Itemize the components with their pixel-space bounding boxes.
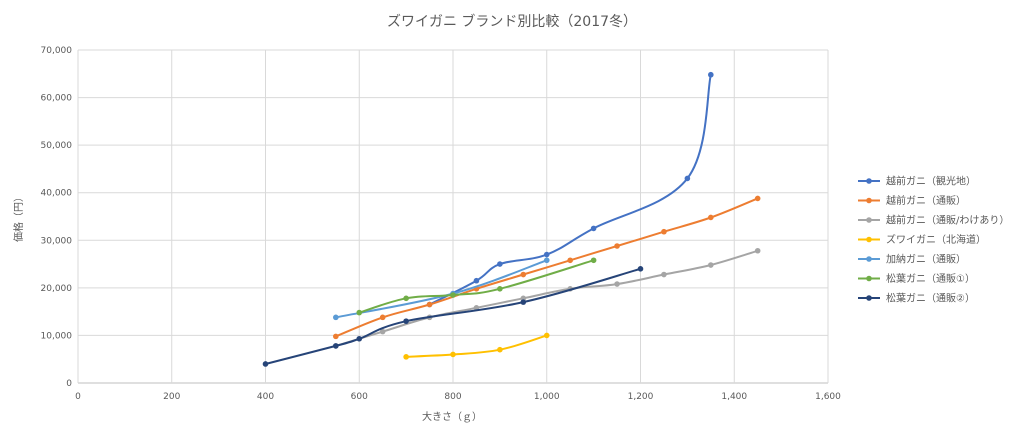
x-tick-label: 600 (351, 392, 368, 402)
series-1 (426, 71, 714, 308)
legend-label: 越前ガニ（通販/わけあり） (886, 214, 1009, 227)
series-line (334, 249, 759, 347)
x-axis-title: 大きさ（ｇ） (422, 410, 482, 423)
data-point (356, 335, 363, 342)
y-tick-label: 50,000 (41, 141, 73, 151)
data-point (708, 214, 714, 221)
legend-label: 松葉ガニ（通販②） (886, 292, 975, 305)
legend-item: 越前ガニ（通販） (858, 194, 966, 207)
legend-marker (866, 295, 872, 301)
series-7 (262, 266, 644, 367)
data-point (333, 343, 339, 349)
x-tick-label: 200 (163, 392, 180, 402)
data-point (379, 328, 386, 335)
legend-label: 越前ガニ（通販） (886, 194, 966, 207)
data-point (520, 271, 527, 278)
legend-label: 松葉ガニ（通販①） (886, 272, 975, 285)
x-tick-label: 0 (75, 392, 81, 402)
data-point (754, 195, 761, 202)
legend-item: 加納ガニ（通販） (858, 253, 966, 266)
legend-label: ズワイガニ（北海道） (886, 233, 986, 246)
y-tick-label: 60,000 (41, 94, 73, 104)
gridlines (77, 49, 829, 384)
data-point (262, 361, 269, 367)
data-point (543, 251, 550, 258)
data-point (661, 228, 667, 235)
legend-item: 松葉ガニ（通販①） (858, 272, 975, 285)
series-2 (333, 195, 761, 340)
data-point (426, 301, 433, 308)
series-lines (262, 71, 761, 367)
series-line (405, 334, 548, 358)
series-6 (356, 257, 597, 316)
y-tick-label: 20,000 (41, 284, 73, 294)
data-point (684, 175, 691, 182)
data-point (590, 257, 597, 264)
x-tick-label: 1,600 (815, 392, 841, 402)
data-point (497, 261, 503, 267)
legend-marker (866, 178, 872, 184)
axes: 0 10,000 20,000 30,000 40,000 50,000 60,000 70,… (41, 46, 842, 402)
legend-item: 越前ガニ（観光地） (858, 175, 976, 188)
y-tick-label: 30,000 (41, 236, 73, 246)
data-point (403, 354, 409, 360)
data-point (497, 286, 503, 292)
data-point (614, 243, 620, 249)
legend-marker (866, 217, 872, 223)
data-point (403, 318, 409, 324)
legend: 越前ガニ（観光地） 越前ガニ（通販） 越前ガニ（通販/わけあり） ズワイガニ（北海道）… (858, 175, 1009, 305)
data-point (708, 71, 714, 78)
data-point (333, 333, 339, 340)
series-line (334, 197, 759, 338)
data-point (567, 257, 573, 264)
x-tick-label: 400 (257, 392, 274, 402)
x-tick-label: 800 (444, 392, 461, 402)
legend-label: 加納ガニ（通販） (886, 253, 966, 266)
data-point (356, 309, 363, 316)
series-4 (403, 332, 550, 360)
legend-marker (866, 275, 872, 282)
data-point (543, 257, 550, 264)
data-point (379, 314, 386, 321)
data-point (590, 225, 597, 232)
x-tick-label: 1,000 (534, 392, 560, 402)
series-line (428, 73, 712, 306)
data-point (708, 262, 714, 268)
data-point (661, 271, 667, 278)
legend-item: 越前ガニ（通販/わけあり） (858, 214, 1009, 227)
legend-item: 松葉ガニ（通販②） (858, 292, 975, 305)
data-point (543, 332, 550, 339)
y-axis-title: 価格（円） (12, 192, 25, 242)
data-point (637, 266, 644, 272)
legend-item: ズワイガニ（北海道） (858, 233, 986, 246)
data-point (450, 351, 456, 358)
data-point (497, 346, 503, 353)
data-point (403, 295, 409, 302)
data-point (520, 299, 527, 305)
chart-title: ズワイガニ ブランド別比較（2017冬） (387, 13, 637, 30)
legend-label: 越前ガニ（観光地） (886, 175, 976, 188)
x-tick-label: 1,400 (721, 392, 747, 402)
y-tick-label: 0 (66, 379, 72, 389)
data-point (754, 247, 761, 254)
legend-marker (866, 236, 872, 243)
legend-marker (866, 256, 872, 262)
data-point (614, 281, 620, 287)
y-tick-label: 70,000 (41, 46, 73, 56)
data-point (333, 314, 339, 321)
data-point (450, 292, 456, 298)
x-tick-label: 1,200 (628, 392, 654, 402)
y-tick-label: 10,000 (41, 331, 73, 341)
legend-marker (866, 197, 872, 204)
data-point (473, 277, 480, 284)
y-tick-label: 40,000 (41, 189, 73, 199)
